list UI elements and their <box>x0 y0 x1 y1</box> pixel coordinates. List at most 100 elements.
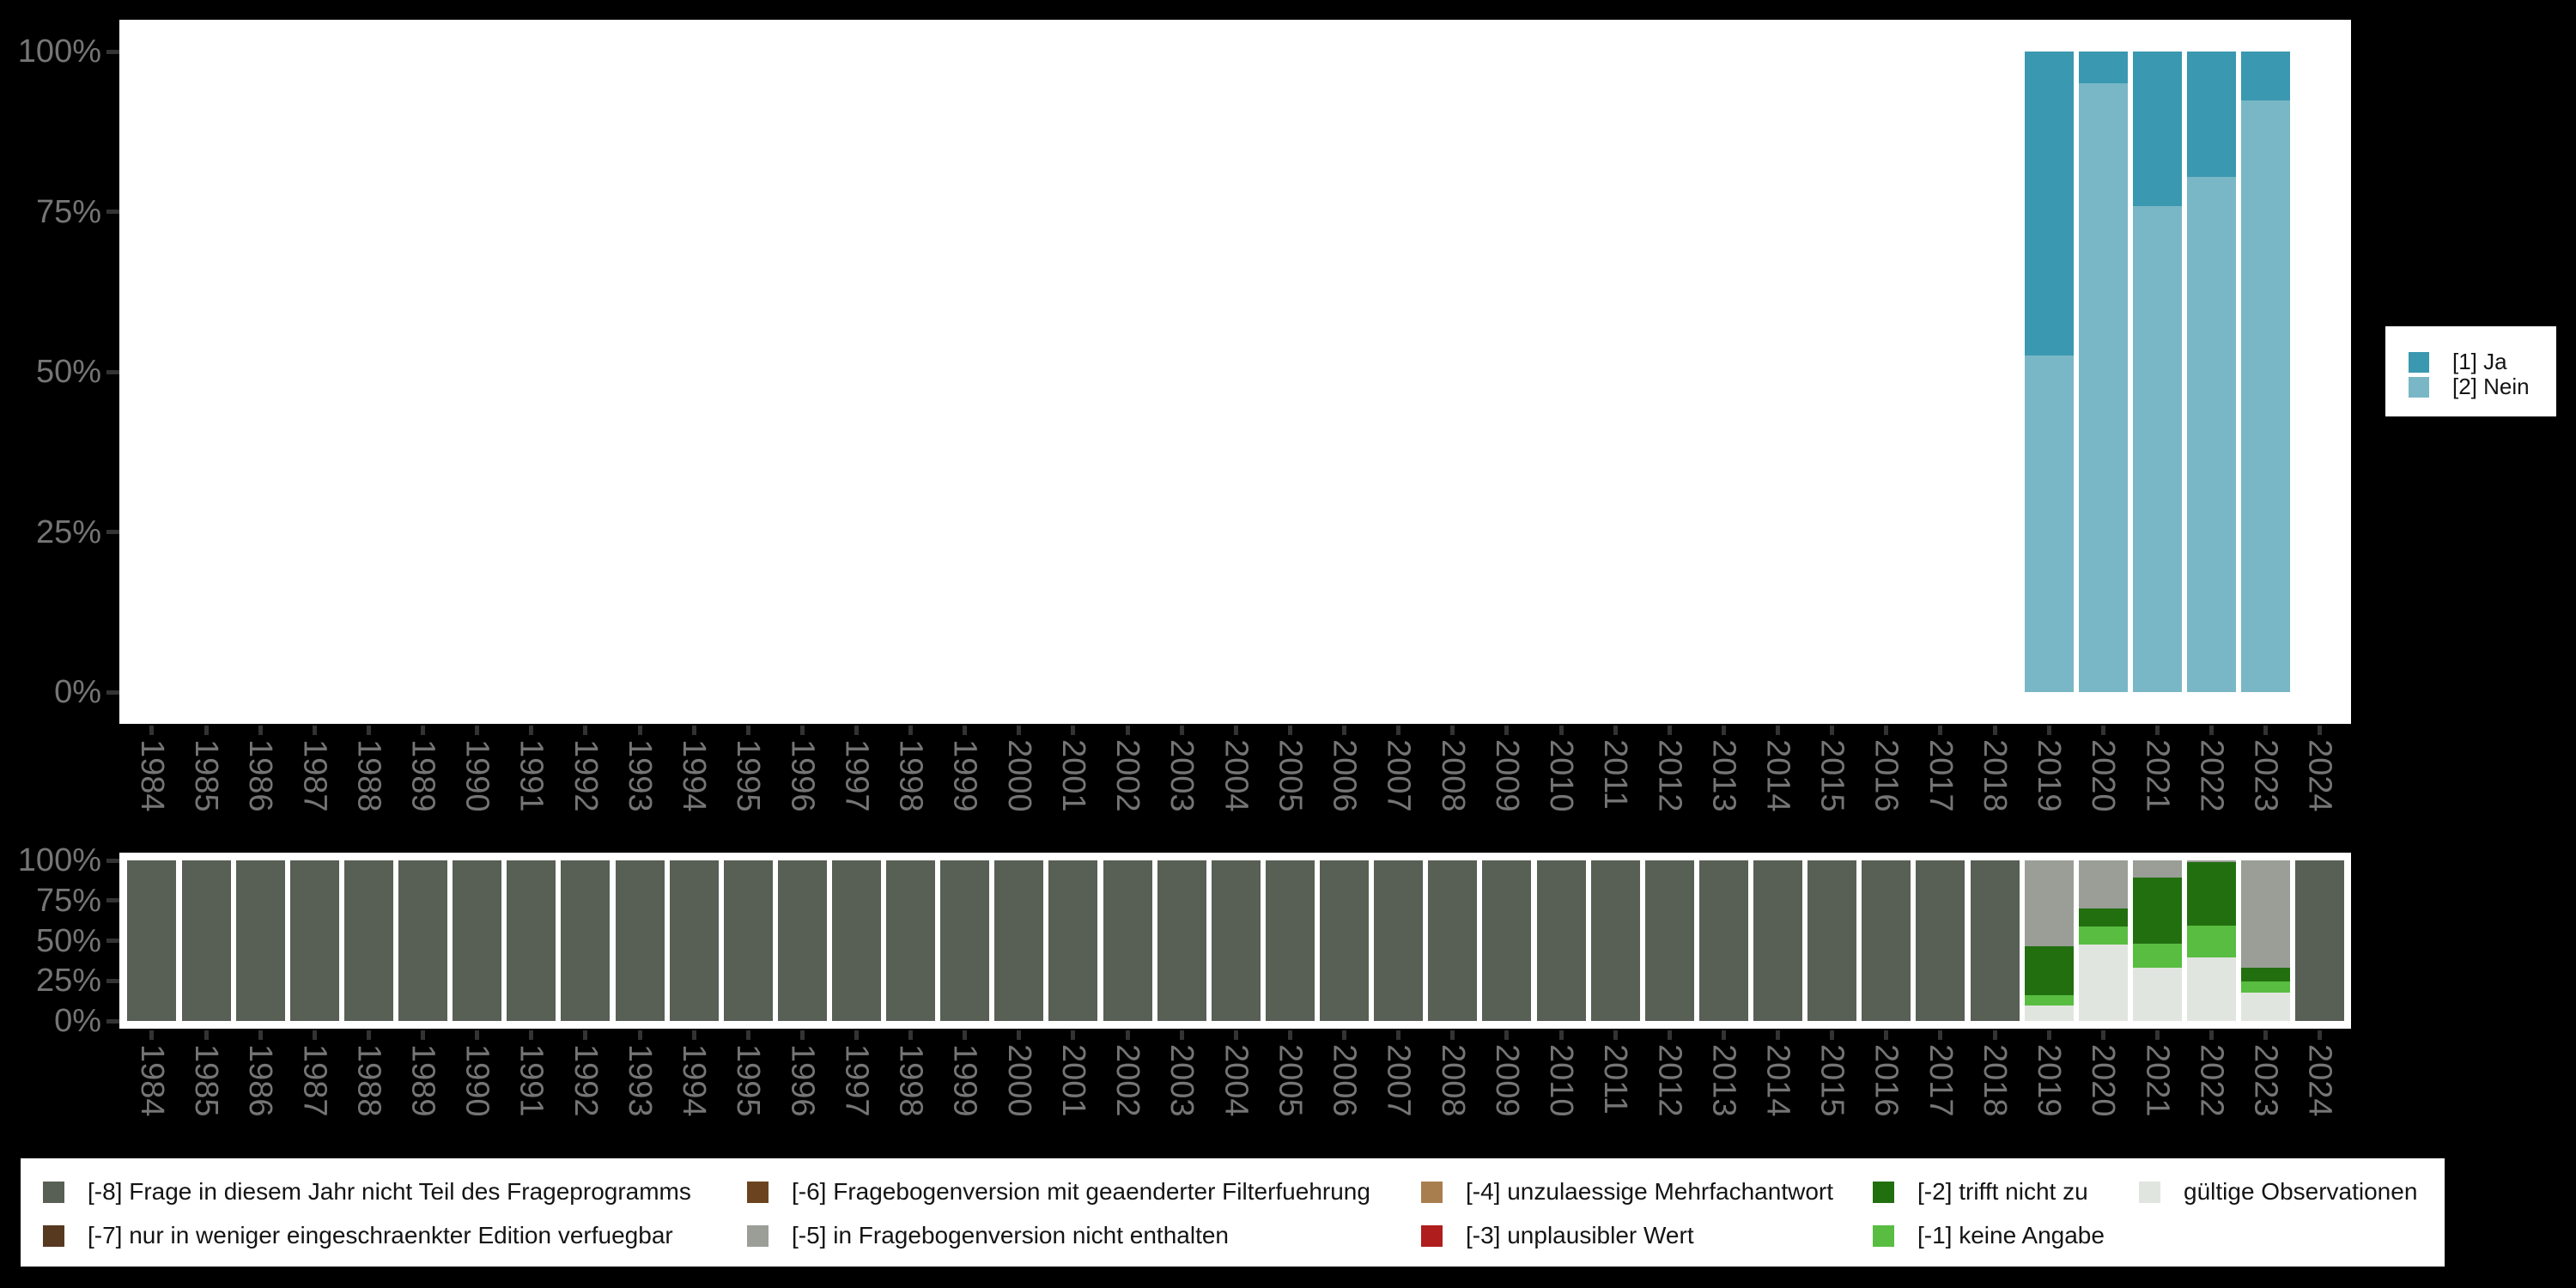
bar-segment <box>1103 860 1152 1021</box>
x-tick-label-values-2015: 2015 <box>1814 739 1850 812</box>
x-tick-label-missings-1990: 1990 <box>459 1044 495 1117</box>
bar-2002 <box>1103 860 1152 1021</box>
x-tick-mark-values <box>312 726 317 735</box>
bar-segment <box>453 860 502 1021</box>
x-tick-label-values-2017: 2017 <box>1922 739 1959 812</box>
x-tick-label-missings-2015: 2015 <box>1814 1044 1850 1117</box>
x-tick-label-values-1989: 1989 <box>404 739 441 812</box>
x-tick-mark-missings <box>1179 1030 1184 1040</box>
bar-segment <box>940 860 990 1021</box>
x-tick-label-missings-1985: 1985 <box>188 1044 224 1117</box>
bar-segment <box>2024 52 2074 356</box>
bar-1996 <box>777 860 827 1021</box>
x-tick-mark-values <box>691 726 696 735</box>
bar-segment <box>2078 908 2128 927</box>
x-tick-mark-values <box>854 726 859 735</box>
bar-1990 <box>453 860 502 1021</box>
bar-2013 <box>1698 860 1748 1021</box>
x-tick-label-missings-2002: 2002 <box>1109 1044 1146 1117</box>
x-tick-mark-missings <box>366 1030 371 1040</box>
bar-2000 <box>994 860 1044 1021</box>
x-tick-label-missings-2008: 2008 <box>1434 1044 1471 1117</box>
y-tick-label-values: 25% <box>35 513 101 550</box>
legend-swatch <box>2139 1181 2160 1203</box>
y-tick-label-values: 0% <box>54 674 101 710</box>
x-tick-mark-values <box>1938 726 1943 735</box>
x-tick-mark-missings <box>1613 1030 1618 1040</box>
x-tick-mark-values <box>1287 726 1292 735</box>
x-tick-label-values-2010: 2010 <box>1543 739 1579 812</box>
x-tick-label-missings-1993: 1993 <box>622 1044 658 1117</box>
bar-segment <box>2078 926 2128 945</box>
x-tick-mark-values <box>1992 726 1997 735</box>
x-tick-label-missings-1989: 1989 <box>404 1044 441 1117</box>
legend-swatch <box>747 1181 769 1203</box>
x-tick-mark-missings <box>908 1030 914 1040</box>
bar-2011 <box>1590 860 1640 1021</box>
x-tick-label-values-2018: 2018 <box>1977 739 2013 812</box>
bar-segment <box>2187 52 2236 178</box>
x-tick-mark-missings <box>854 1030 859 1040</box>
x-tick-mark-missings <box>799 1030 805 1040</box>
bar-segment <box>1807 860 1857 1021</box>
x-tick-mark-values <box>908 726 914 735</box>
x-tick-label-values-2006: 2006 <box>1326 739 1363 812</box>
x-tick-mark-missings <box>1396 1030 1401 1040</box>
x-tick-label-missings-2010: 2010 <box>1543 1044 1579 1117</box>
bar-2016 <box>1862 860 1911 1021</box>
legend-swatch <box>1421 1224 1443 1247</box>
x-tick-mark-values <box>799 726 805 735</box>
x-tick-mark-values <box>2209 726 2214 735</box>
y-tick-mark-missings <box>106 978 119 983</box>
y-tick-mark-missings <box>106 1018 119 1024</box>
bar-segment <box>398 860 447 1021</box>
x-tick-label-missings-2004: 2004 <box>1218 1044 1255 1117</box>
x-tick-label-missings-2019: 2019 <box>2031 1044 2068 1117</box>
x-tick-mark-missings <box>1558 1030 1564 1040</box>
x-tick-label-values-2004: 2004 <box>1218 739 1255 812</box>
x-tick-mark-values <box>1613 726 1618 735</box>
bar-segment <box>1374 860 1424 1021</box>
y-tick-mark-values <box>106 530 119 534</box>
legend-label: [-3] unplausibler Wert <box>1466 1222 1694 1249</box>
bar-1995 <box>723 860 773 1021</box>
x-tick-label-missings-2021: 2021 <box>2139 1044 2176 1117</box>
x-tick-mark-missings <box>1287 1030 1292 1040</box>
bar-segment <box>2024 994 2074 1005</box>
bar-segment <box>2024 860 2074 946</box>
y-tick-mark-values <box>106 49 119 54</box>
missing-legend-item: gültige Observationen <box>2139 1171 2417 1212</box>
x-tick-label-missings-1984: 1984 <box>133 1044 170 1117</box>
bar-2001 <box>1048 860 1098 1021</box>
legend-label: gültige Observationen <box>2184 1178 2418 1205</box>
x-tick-label-values-1986: 1986 <box>242 739 279 812</box>
bar-2022 <box>2187 52 2236 692</box>
x-tick-label-missings-1997: 1997 <box>838 1044 875 1117</box>
x-tick-mark-missings <box>2100 1030 2105 1040</box>
x-tick-mark-missings <box>529 1030 534 1040</box>
y-tick-label-missings: 25% <box>35 963 101 999</box>
bar-1986 <box>235 860 285 1021</box>
x-tick-mark-missings <box>1776 1030 1780 1040</box>
bar-segment <box>1916 860 1965 1021</box>
bar-2007 <box>1374 860 1424 1021</box>
bar-segment <box>235 860 285 1021</box>
x-tick-label-missings-1992: 1992 <box>567 1044 604 1117</box>
x-tick-mark-values <box>258 726 263 735</box>
y-tick-mark-missings <box>106 858 119 863</box>
x-tick-mark-missings <box>1125 1030 1130 1040</box>
x-tick-mark-values <box>2263 726 2269 735</box>
x-tick-mark-missings <box>204 1030 209 1040</box>
x-tick-mark-missings <box>1071 1030 1076 1040</box>
x-tick-label-values-1997: 1997 <box>838 739 875 812</box>
bar-2004 <box>1211 860 1261 1021</box>
bar-segment <box>2078 945 2128 1021</box>
missing-legend: [-8] Frage in diesem Jahr nicht Teil des… <box>21 1158 2445 1267</box>
x-tick-label-values-2023: 2023 <box>2247 739 2284 812</box>
bar-segment <box>181 860 231 1021</box>
bar-segment <box>561 860 611 1021</box>
x-tick-label-values-2012: 2012 <box>1651 739 1688 812</box>
x-tick-mark-values <box>1558 726 1564 735</box>
x-tick-label-missings-2022: 2022 <box>2193 1044 2230 1117</box>
x-tick-label-missings-1996: 1996 <box>784 1044 821 1117</box>
